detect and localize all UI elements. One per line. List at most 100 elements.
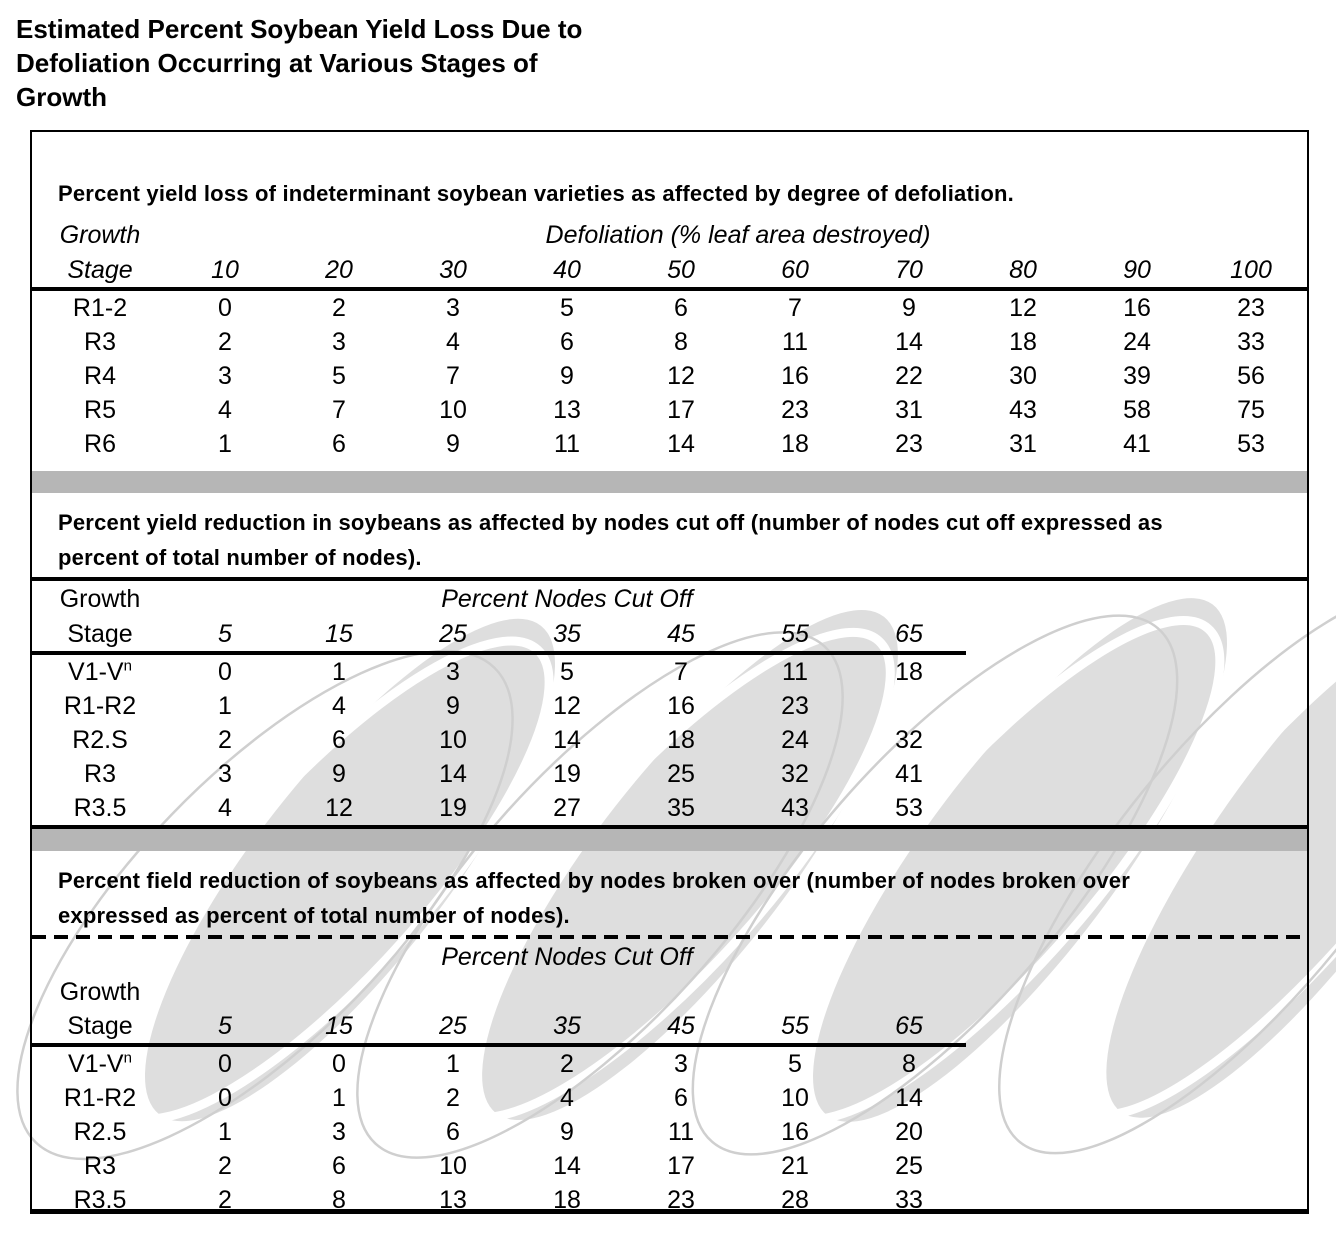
nodes-cut-off-table-section: Percent yield reduction in soybeans as a…: [32, 505, 1307, 829]
value-cell: 1: [332, 1084, 346, 1112]
column-header: 15: [325, 1012, 353, 1040]
section-separator-bar: [32, 471, 1307, 493]
column-header: 40: [553, 256, 581, 284]
stage-cell: R1-R2: [63, 1084, 137, 1112]
value-cell: 28: [781, 1186, 809, 1214]
table-row: V1-Vn 0 1 3 5 7 11 18: [32, 655, 1307, 689]
column-header: 100: [1230, 256, 1272, 284]
value-cell: 10: [439, 726, 467, 754]
group-header-label: Defoliation (% leaf area destroyed): [545, 221, 931, 249]
value-cell: 33: [1237, 328, 1265, 356]
stage-cell: R6: [84, 430, 116, 458]
stage-header-label: Stage: [67, 256, 133, 284]
value-cell: 24: [1123, 328, 1151, 356]
value-cell: 2: [446, 1084, 460, 1112]
value-cell: 6: [446, 1118, 460, 1146]
value-cell: 7: [446, 362, 460, 390]
value-cell: 6: [674, 294, 688, 322]
table-row: R2.5 1 3 6 9 11 16 20: [32, 1115, 1307, 1149]
value-cell: 18: [1009, 328, 1037, 356]
value-cell: 11: [782, 658, 808, 686]
value-cell: 4: [218, 396, 232, 424]
value-cell: 32: [781, 760, 809, 788]
value-cell: 5: [560, 658, 574, 686]
stage-cell: R1-2: [72, 294, 128, 322]
page-title: Estimated Percent Soybean Yield Loss Due…: [16, 12, 582, 114]
table-row: R3.5 4 12 19 27 35 43 53: [32, 791, 1307, 825]
value-cell: 12: [1009, 294, 1037, 322]
column-header: 45: [667, 620, 695, 648]
value-cell: 5: [788, 1050, 802, 1078]
value-cell: 5: [332, 362, 346, 390]
table-row: R1-2 0 2 3 5 6 7 9 12 16 23: [32, 291, 1307, 325]
value-cell: 7: [332, 396, 346, 424]
tables-frame: Percent yield loss of indeterminant soyb…: [30, 130, 1309, 1214]
value-cell: 9: [446, 692, 460, 720]
value-cell: 9: [446, 430, 460, 458]
value-cell: 7: [674, 658, 688, 686]
value-cell: 2: [332, 294, 346, 322]
growth-header-label: Growth: [59, 221, 141, 249]
value-cell: 32: [895, 726, 923, 754]
value-cell: 14: [895, 328, 923, 356]
table-row: R3 3 9 14 19 25 32 41: [32, 757, 1307, 791]
value-cell: 4: [560, 1084, 574, 1112]
stage-superscript: n: [123, 657, 132, 675]
value-cell: 2: [218, 328, 232, 356]
section-separator-bar: [32, 829, 1307, 851]
value-cell: 1: [218, 692, 232, 720]
value-cell: 16: [1123, 294, 1151, 322]
value-cell: 11: [668, 1118, 694, 1146]
stage-cell: R3.5: [73, 1186, 127, 1214]
stage-cell: R3.5: [73, 794, 127, 822]
stage-superscript: n: [123, 1049, 132, 1067]
value-cell: 0: [218, 1050, 232, 1078]
value-cell: 75: [1237, 396, 1265, 424]
column-header: 65: [895, 620, 923, 648]
value-cell: 18: [895, 658, 923, 686]
stage-cell: R3: [84, 760, 116, 788]
header-rule: [32, 287, 1307, 291]
table-caption: Percent yield reduction in soybeans as a…: [58, 510, 1163, 570]
column-header: 10: [211, 256, 239, 284]
stage-cell: R2.5: [73, 1118, 127, 1146]
value-cell: 23: [781, 396, 809, 424]
value-cell: 2: [218, 1152, 232, 1180]
table-body: R1-2 0 2 3 5 6 7 9 12 16 23 R3 2 3 4 6 8 11 14 18 24 33 R4 3 5 7 9…: [32, 291, 1307, 461]
growth-header-label: Growth: [59, 585, 141, 613]
stage-cell: R5: [84, 396, 116, 424]
value-cell: 25: [895, 1152, 923, 1180]
page-title-line3: Growth: [16, 82, 107, 112]
stage-cell: R1-R2: [63, 692, 137, 720]
value-cell: 9: [902, 294, 916, 322]
value-cell: 9: [332, 760, 346, 788]
value-cell: 35: [667, 794, 695, 822]
column-header: 35: [553, 620, 581, 648]
column-header: 55: [781, 620, 809, 648]
stage-header-label: Stage: [67, 1012, 133, 1040]
value-cell: 22: [895, 362, 923, 390]
column-header: 15: [325, 620, 353, 648]
stage-header-label: Stage: [67, 620, 133, 648]
table-column-header-row: Stage 5 15 25 35 45 55 65: [32, 1009, 1307, 1043]
value-cell: 43: [1009, 396, 1037, 424]
column-header: 35: [553, 1012, 581, 1040]
growth-header-label: Growth: [59, 978, 141, 1006]
value-cell: 20: [895, 1118, 923, 1146]
value-cell: 16: [667, 692, 695, 720]
value-cell: 18: [781, 430, 809, 458]
value-cell: 4: [332, 692, 346, 720]
table-column-header-row: Stage 5 15 25 35 45 55 65: [32, 617, 1307, 651]
column-header: 80: [1009, 256, 1037, 284]
value-cell: 43: [781, 794, 809, 822]
header-rule: [32, 1043, 966, 1047]
value-cell: 8: [902, 1050, 916, 1078]
value-cell: 13: [553, 396, 581, 424]
stage-cell: R3: [84, 1152, 116, 1180]
stage-cell: R2.S: [72, 726, 128, 754]
value-cell: 31: [1009, 430, 1037, 458]
table-body: V1-Vn 0 0 1 2 3 5 8 R1-R2 0 1 2 4 6 10 14 R2.5 1 3 6 9 11 16 20…: [32, 1047, 1307, 1217]
value-cell: 0: [332, 1050, 346, 1078]
column-header: 65: [895, 1012, 923, 1040]
